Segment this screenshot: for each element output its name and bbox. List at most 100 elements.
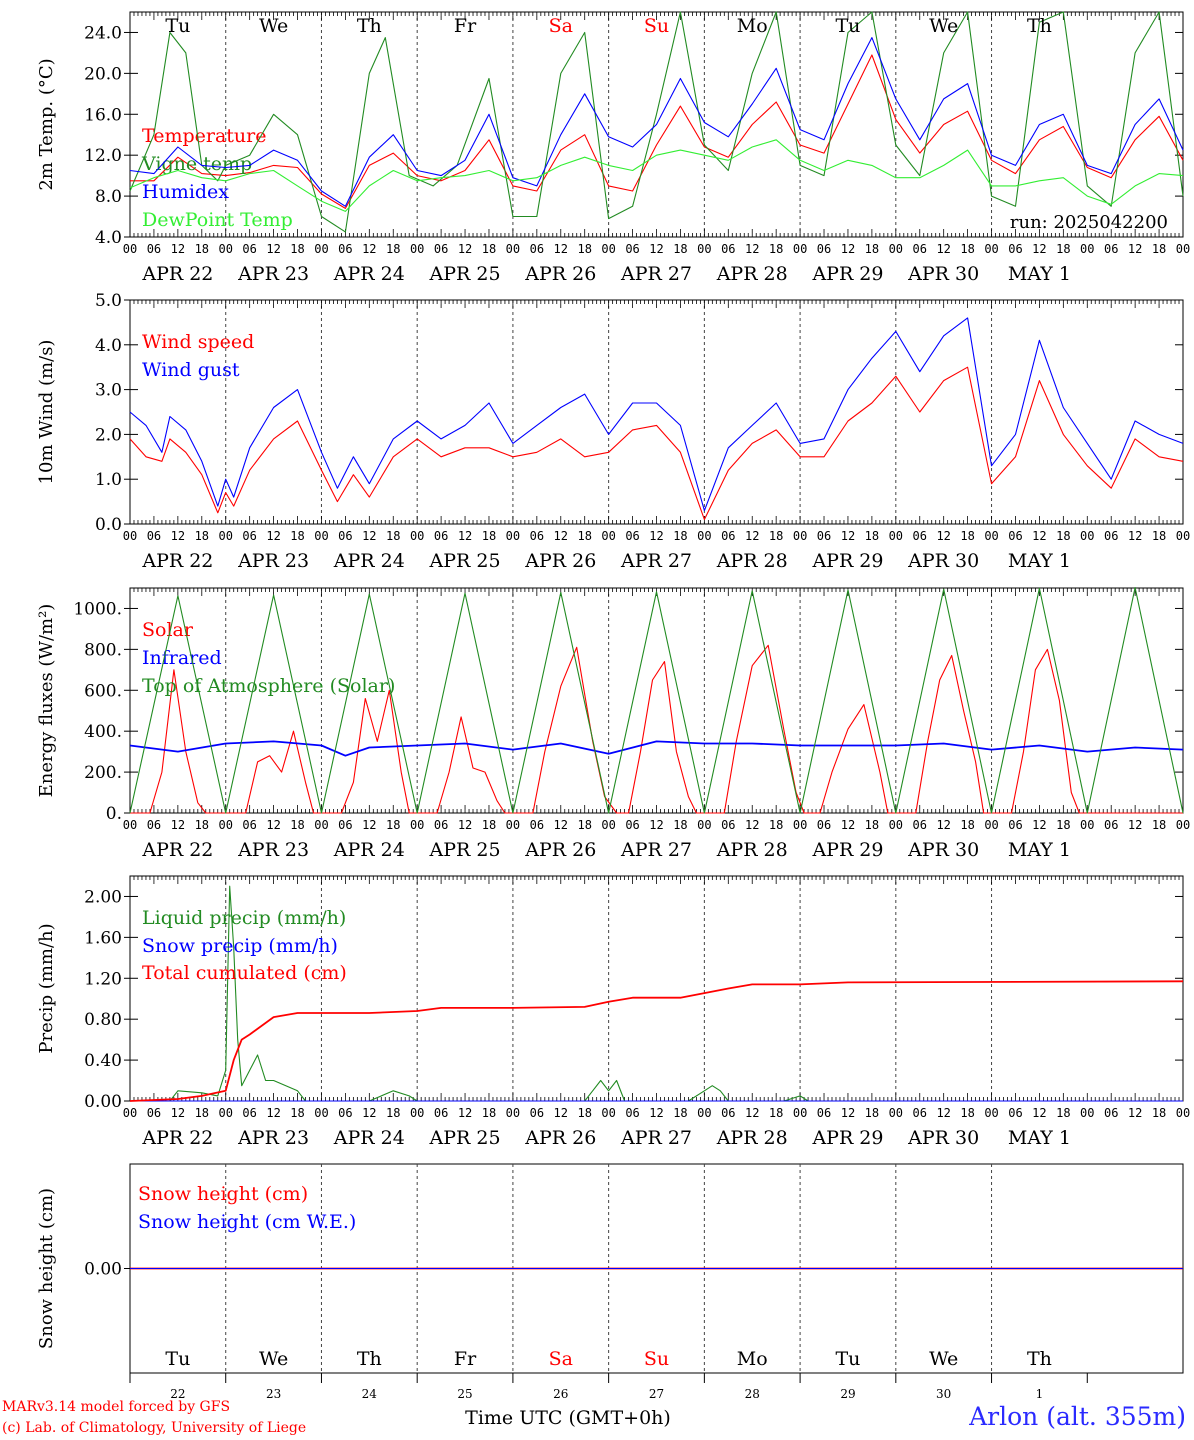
panel-1-legend-entry: Vigne temp [141,153,252,175]
panel-2-hour-label: 12 [1128,529,1142,543]
panel-2-date-label: APR 30 [907,550,979,572]
panel-1-hour-label: 06 [530,242,544,256]
panel-3-hour-label: 00 [1176,818,1190,832]
panel-4-hour-label: 18 [673,1106,687,1120]
panel-2-hour-label: 06 [147,529,161,543]
panel-1-hour-label: 12 [1128,242,1142,256]
panel-4-hour-label: 00 [1176,1106,1190,1120]
panel-4-series-line [129,980,1184,1102]
panel-3-series-line [129,587,1184,814]
panel-2-hour-label: 18 [290,529,304,543]
panel-2-frame [129,299,1184,525]
panel-3-date-label: APR 26 [524,839,596,861]
panel-1-legend-entry: Humidex [142,181,229,203]
day-number: 26 [553,1387,568,1401]
panel-3-hour-label: 18 [577,818,591,832]
panel-4-y-axis-label: Precip (mm/h) [36,923,57,1053]
panel-1-hour-label: 18 [290,242,304,256]
panel-2-hour-label: 12 [458,529,472,543]
panel-3-hour-label: 00 [984,818,998,832]
panel-2-hour-label: 18 [386,529,400,543]
day-name-top: We [929,15,958,37]
panel-3-date-label: APR 25 [429,839,501,861]
panel-1-hour-label: 06 [338,242,352,256]
panel-3-hour-label: 06 [434,818,448,832]
panel-1-date-label: APR 26 [524,263,596,285]
panel-2-hour-label: 00 [793,529,807,543]
day-number: 24 [362,1387,378,1401]
panel-1-y-tick-label: 12.0 [84,146,122,166]
panel-4-hour-label: 12 [171,1106,185,1120]
panel-4-hour-label: 12 [745,1106,759,1120]
panel-4-hour-label: 00 [506,1106,520,1120]
panel-3-hour-label: 12 [841,818,855,832]
panel-1-date-label: MAY 1 [1008,263,1071,285]
day-name-bottom: Sa [549,1348,573,1370]
panel-2-date-label: APR 25 [429,550,501,572]
day-name-top: Sa [549,15,573,37]
panel-1-hour-label: 12 [266,242,280,256]
panel-2-hour-label: 06 [242,529,256,543]
panel-2-hour-label: 18 [865,529,879,543]
panel-4-y-tick-label: 1.60 [84,928,122,948]
panel-2-hour-label: 18 [769,529,783,543]
panel-2-y-tick-label: 5.0 [95,291,122,311]
panel-1-hour-label: 12 [649,242,663,256]
panel-1-date-label: APR 25 [429,263,501,285]
panel-3-hour-label: 12 [554,818,568,832]
panel-1-date-label: APR 24 [333,263,405,285]
panel-4-hour-label: 06 [1008,1106,1022,1120]
panel-4-hour-label: 06 [721,1106,735,1120]
panel-4-hour-label: 06 [913,1106,927,1120]
panel-4-date-label: APR 25 [429,1127,501,1149]
panel-2-y-tick-label: 0.0 [95,515,122,535]
panel-4-hour-label: 00 [123,1106,137,1120]
day-name-bottom: We [259,1348,288,1370]
panel-1-series-line [129,139,1184,212]
panel-4-hour-label: 18 [1152,1106,1166,1120]
panel-3-hour-label: 06 [625,818,639,832]
panel-1-y-tick-label: 4.0 [95,228,122,248]
panel-1-legend-entry: DewPoint Temp [142,209,293,231]
panel-4-hour-label: 00 [984,1106,998,1120]
panel-1-hour-label: 12 [362,242,376,256]
panel-4-hour-label: 18 [290,1106,304,1120]
panel-2-hour-label: 18 [195,529,209,543]
panel-2-hour-label: 06 [434,529,448,543]
panel-4-hour-label: 06 [242,1106,256,1120]
panel-3-date-label: APR 29 [811,839,883,861]
panel-3-hour-label: 12 [171,818,185,832]
panel-2-hour-label: 06 [338,529,352,543]
panel-2-legend-entry: Wind gust [142,359,240,381]
panel-2-hour-label: 00 [506,529,520,543]
day-name-top: Tu [835,15,860,37]
panel-3-hour-label: 18 [1056,818,1070,832]
panel-4-hour-label: 06 [338,1106,352,1120]
panel-2-y-tick-label: 3.0 [95,381,122,401]
panel-1-y-axis-label: 2m Temp. (°C) [36,58,57,190]
panel-1-hour-label: 06 [625,242,639,256]
panel-4-y-tick-label: 0.80 [84,1010,122,1030]
panel-2-hour-label: 00 [889,529,903,543]
panel-2-hour-label: 12 [841,529,855,543]
panel-2-hour-label: 18 [577,529,591,543]
panel-3-series-line [130,644,1183,814]
panel-3-date-label: APR 30 [907,839,979,861]
panel-3-hour-label: 06 [147,818,161,832]
panel-4-hour-label: 06 [530,1106,544,1120]
panel-1-date-label: APR 28 [716,263,788,285]
panel-4-date-label: APR 23 [237,1127,309,1149]
panel-1-hour-label: 18 [195,242,209,256]
day-name-top: Fr [454,15,477,37]
panel-1-hour-label: 18 [386,242,400,256]
panel-1-hour-label: 18 [577,242,591,256]
panel-4-hour-label: 06 [1104,1106,1118,1120]
panel-2-hour-label: 12 [1032,529,1046,543]
panel-3-hour-label: 00 [793,818,807,832]
day-number: 23 [266,1387,281,1401]
panel-5-legend-entry: Snow height (cm) [138,1183,308,1205]
panel-4-hour-label: 18 [865,1106,879,1120]
panel-4-hour-label: 00 [889,1106,903,1120]
panel-1-legend-entry: Temperature [142,125,266,147]
panel-1-hour-label: 12 [171,242,185,256]
